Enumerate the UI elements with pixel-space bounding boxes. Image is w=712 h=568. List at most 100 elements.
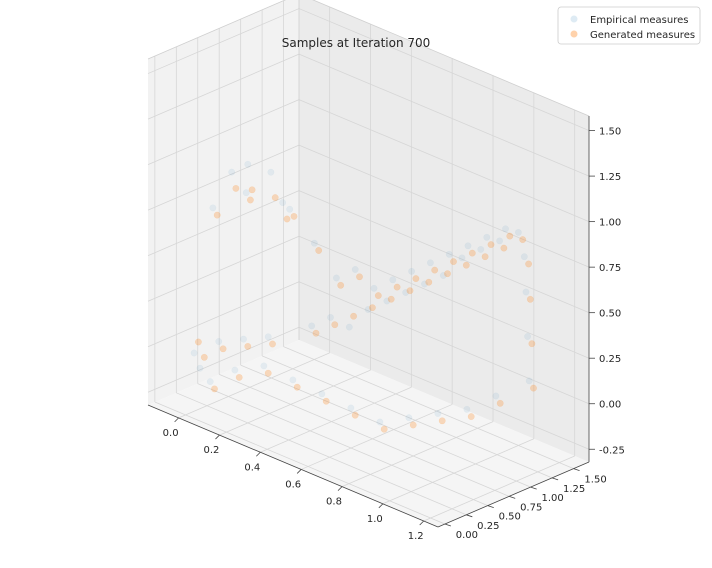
generated-point xyxy=(412,275,420,283)
empirical-point xyxy=(347,404,355,412)
generated-point xyxy=(530,384,537,392)
empirical-point xyxy=(402,289,410,296)
empirical-point xyxy=(308,322,316,330)
empirical-point xyxy=(267,168,275,176)
axes-panes xyxy=(148,0,589,527)
generated-point xyxy=(526,295,534,303)
generated-point xyxy=(248,186,256,194)
generated-point xyxy=(200,353,208,361)
empirical-point xyxy=(405,414,413,422)
empirical-point xyxy=(286,205,294,213)
generated-point xyxy=(331,321,339,329)
empirical-point xyxy=(492,392,500,400)
generated-point xyxy=(315,247,323,254)
x-tick-label: 0.0 xyxy=(163,428,179,439)
grid-line-y-floor xyxy=(219,373,510,497)
z-tick-label: 0.75 xyxy=(599,263,621,274)
generated-point xyxy=(350,312,358,320)
grid-line-z-side xyxy=(147,281,300,348)
generated-point xyxy=(393,283,401,291)
pane-yz xyxy=(148,0,299,405)
x-tick-mark xyxy=(337,486,343,491)
x-tick-mark xyxy=(256,451,261,457)
grid-line-z-side xyxy=(147,326,300,393)
generated-point xyxy=(244,342,252,350)
pane-xz xyxy=(299,0,589,462)
x-tick-mark xyxy=(296,469,302,474)
y-tick-mark xyxy=(466,514,473,518)
pane-edge-top-side xyxy=(147,0,287,60)
generated-point xyxy=(467,413,475,421)
z-tick-label: 0.25 xyxy=(599,354,621,365)
generated-point xyxy=(380,425,388,433)
grid-line-y-floor xyxy=(283,346,574,470)
generated-point xyxy=(232,184,240,192)
grid-line-z-back xyxy=(298,190,590,314)
z-tick-label: 1.25 xyxy=(599,172,621,183)
x-axis-line xyxy=(147,404,439,528)
empirical-point xyxy=(244,160,252,168)
grid-line-x-floor xyxy=(341,421,494,487)
grid-line-y-floor xyxy=(176,392,467,516)
grid-line-z-side xyxy=(147,53,300,120)
empirical-point xyxy=(209,204,217,212)
y-tick-label: 0.00 xyxy=(456,530,478,541)
empirical-point xyxy=(228,168,236,176)
x-tick-label: 1.0 xyxy=(367,514,383,525)
empirical-point xyxy=(408,267,416,275)
empirical-point xyxy=(514,228,522,236)
generated-point xyxy=(194,338,202,346)
generated-point xyxy=(269,340,276,348)
chart-title: Samples at Iteration 700 xyxy=(282,36,431,50)
y-tick-label: 0.25 xyxy=(477,521,499,532)
y-tick-mark xyxy=(530,486,537,490)
grid-line-y-floor xyxy=(261,355,553,479)
grid-line-z-side xyxy=(147,99,300,165)
legend-label-empirical: Empirical measures xyxy=(590,15,688,26)
x-tick-label: 0.8 xyxy=(326,497,342,508)
axis-ticks: 0.00.20.40.60.81.01.2 0.000.250.500.751.0… xyxy=(147,116,625,542)
z-tick-label: -0.25 xyxy=(599,445,625,456)
generated-point xyxy=(468,249,476,257)
empirical-point xyxy=(318,390,326,398)
y-tick-mark xyxy=(573,468,580,472)
x-tick-label: 0.4 xyxy=(244,462,260,473)
generated-point xyxy=(312,329,320,337)
y-tick-label: 0.75 xyxy=(520,502,542,513)
generated-point xyxy=(293,383,301,391)
empirical-point xyxy=(464,242,472,250)
generated-point xyxy=(264,369,272,377)
x-tick-label: 1.2 xyxy=(408,531,424,542)
generated-point xyxy=(506,232,514,240)
grid-line-z-back xyxy=(298,235,590,359)
empirical-point xyxy=(434,410,442,417)
generated-point xyxy=(213,211,221,219)
generated-point xyxy=(409,421,417,429)
grid-line-z-back xyxy=(298,281,590,405)
empirical-point xyxy=(310,239,318,247)
generated-point xyxy=(406,287,414,295)
legend-marker-generated xyxy=(570,30,578,38)
empirical-point xyxy=(190,349,198,357)
z-tick-label: 0.00 xyxy=(599,400,621,411)
generated-point xyxy=(481,253,489,261)
x-tick-mark xyxy=(419,520,424,526)
pane-edges xyxy=(147,0,590,340)
generated-point xyxy=(425,278,433,286)
empirical-point xyxy=(260,362,268,370)
generated-point xyxy=(374,292,382,300)
empirical-point xyxy=(242,189,250,197)
empirical-point xyxy=(383,297,391,305)
empirical-point xyxy=(231,366,239,374)
empirical-point xyxy=(445,250,453,258)
grid-line-z-side xyxy=(147,235,300,302)
grid-line-z-back xyxy=(298,8,590,131)
y-tick-label: 1.25 xyxy=(563,484,585,495)
grid-line-y-floor xyxy=(154,401,446,525)
legend-label-generated: Generated measures xyxy=(590,30,695,41)
pane-floor xyxy=(148,340,589,527)
empirical-point xyxy=(477,245,485,253)
empirical-point xyxy=(351,266,359,273)
generated-point xyxy=(496,399,504,407)
empirical-point xyxy=(502,225,509,233)
